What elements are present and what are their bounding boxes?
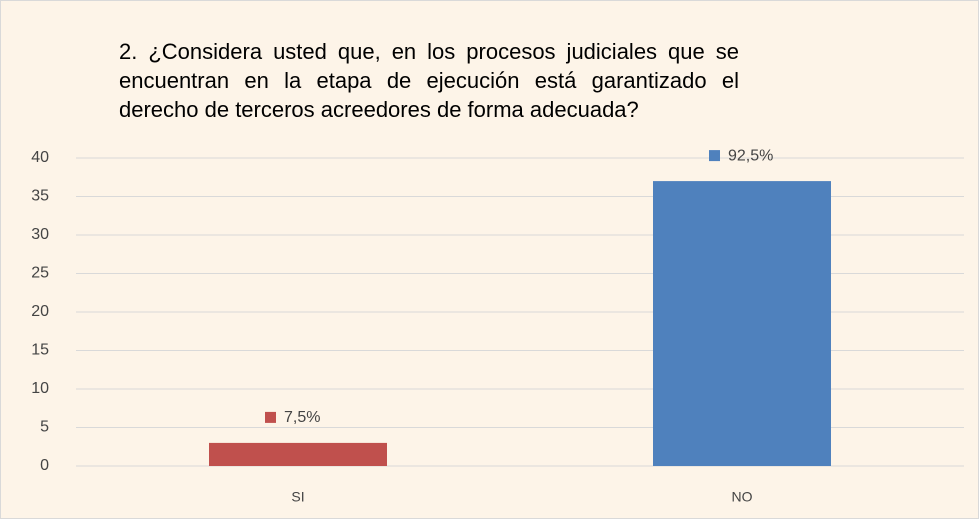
data-label: 7,5% <box>284 409 320 426</box>
x-tick-label: NO <box>732 489 753 505</box>
y-tick-label: 30 <box>31 226 49 243</box>
y-tick-label: 15 <box>31 342 49 359</box>
y-tick-label: 10 <box>31 380 49 397</box>
data-label-key <box>265 411 276 423</box>
y-tick-label: 0 <box>40 457 49 474</box>
chart-title: 2. ¿Considera usted que, en los procesos… <box>119 39 739 122</box>
data-label: 92,5% <box>728 147 773 164</box>
y-tick-label: 20 <box>31 303 49 320</box>
y-tick-label: 40 <box>31 149 49 166</box>
bar <box>653 181 831 466</box>
bar <box>209 442 387 466</box>
y-tick-label: 5 <box>40 419 49 436</box>
x-tick-label: SI <box>291 489 304 505</box>
data-label-key <box>709 150 720 162</box>
y-tick-label: 25 <box>31 265 49 282</box>
y-tick-label: 35 <box>31 188 49 205</box>
